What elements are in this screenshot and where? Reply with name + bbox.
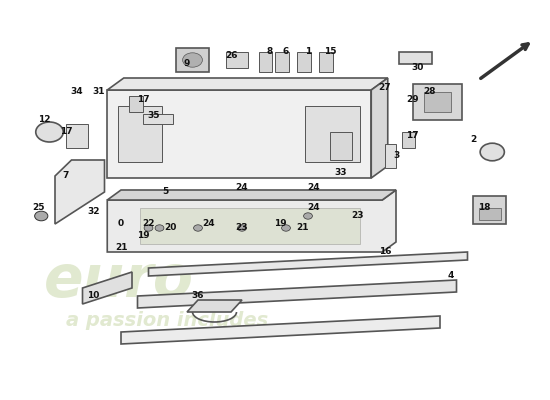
Text: 24: 24 [307, 184, 320, 192]
Bar [258, 52, 272, 72]
Text: 0: 0 [118, 220, 124, 228]
Text: 4: 4 [448, 272, 454, 280]
Polygon shape [187, 300, 242, 312]
Text: 24: 24 [307, 204, 320, 212]
Text: a passion includes: a passion includes [66, 310, 268, 330]
Text: 3: 3 [393, 152, 399, 160]
Text: 17: 17 [60, 128, 72, 136]
Text: 24: 24 [236, 184, 248, 192]
Text: 17: 17 [406, 132, 419, 140]
Text: euro: euro [44, 252, 194, 308]
Bar [402, 132, 415, 148]
Circle shape [144, 225, 153, 231]
Circle shape [480, 143, 504, 161]
Polygon shape [399, 52, 432, 64]
Circle shape [238, 225, 246, 231]
Polygon shape [148, 252, 468, 276]
Text: 31: 31 [93, 88, 105, 96]
Polygon shape [176, 48, 209, 72]
Text: 27: 27 [379, 84, 391, 92]
Polygon shape [371, 78, 388, 178]
Text: 6: 6 [283, 48, 289, 56]
Text: 25: 25 [32, 204, 45, 212]
Bar [143, 114, 173, 124]
Polygon shape [107, 190, 396, 200]
Polygon shape [138, 280, 456, 308]
Bar [478, 208, 500, 220]
Text: 34: 34 [71, 88, 83, 96]
Polygon shape [55, 160, 104, 224]
Text: 21: 21 [296, 224, 309, 232]
Bar [226, 52, 248, 68]
Bar [424, 92, 451, 112]
Text: 26: 26 [225, 52, 237, 60]
Text: 21: 21 [115, 244, 127, 252]
Bar [385, 144, 396, 168]
Bar [473, 196, 506, 224]
Polygon shape [107, 78, 388, 90]
Bar [66, 124, 88, 148]
Text: 8: 8 [266, 48, 273, 56]
Text: 29: 29 [406, 96, 419, 104]
Polygon shape [118, 106, 162, 162]
Polygon shape [140, 208, 360, 244]
Text: 12: 12 [38, 116, 50, 124]
Text: 10: 10 [87, 292, 100, 300]
Text: 7: 7 [63, 172, 69, 180]
Text: 19: 19 [137, 232, 149, 240]
Text: 1: 1 [305, 48, 311, 56]
Polygon shape [305, 106, 360, 162]
Text: 28: 28 [423, 88, 435, 96]
Text: 33: 33 [335, 168, 347, 176]
Circle shape [155, 225, 164, 231]
Polygon shape [107, 90, 371, 178]
Circle shape [36, 122, 63, 142]
Circle shape [194, 225, 202, 231]
Text: 16: 16 [379, 248, 391, 256]
Bar [319, 52, 333, 72]
Text: 15: 15 [324, 48, 336, 56]
Text: 24: 24 [203, 220, 215, 228]
Circle shape [282, 225, 290, 231]
Text: 23: 23 [351, 212, 364, 220]
Text: 2: 2 [470, 136, 476, 144]
Text: 32: 32 [87, 208, 100, 216]
Text: 23: 23 [236, 224, 248, 232]
Text: 35: 35 [148, 112, 160, 120]
Text: 30: 30 [412, 64, 424, 72]
Circle shape [35, 211, 48, 221]
Circle shape [183, 53, 202, 67]
Polygon shape [121, 316, 440, 344]
Text: 5: 5 [162, 188, 168, 196]
Text: 18: 18 [478, 204, 490, 212]
Polygon shape [107, 190, 396, 252]
Text: 22: 22 [142, 220, 155, 228]
Text: 17: 17 [137, 96, 149, 104]
Bar [297, 52, 311, 72]
Bar [275, 52, 289, 72]
Text: 20: 20 [164, 224, 177, 232]
Bar [330, 132, 352, 160]
Bar [412, 84, 462, 120]
Text: 19: 19 [274, 220, 287, 228]
Polygon shape [82, 272, 132, 304]
Circle shape [304, 213, 312, 219]
Text: 9: 9 [184, 60, 190, 68]
Text: 36: 36 [192, 292, 204, 300]
Bar [129, 96, 143, 112]
